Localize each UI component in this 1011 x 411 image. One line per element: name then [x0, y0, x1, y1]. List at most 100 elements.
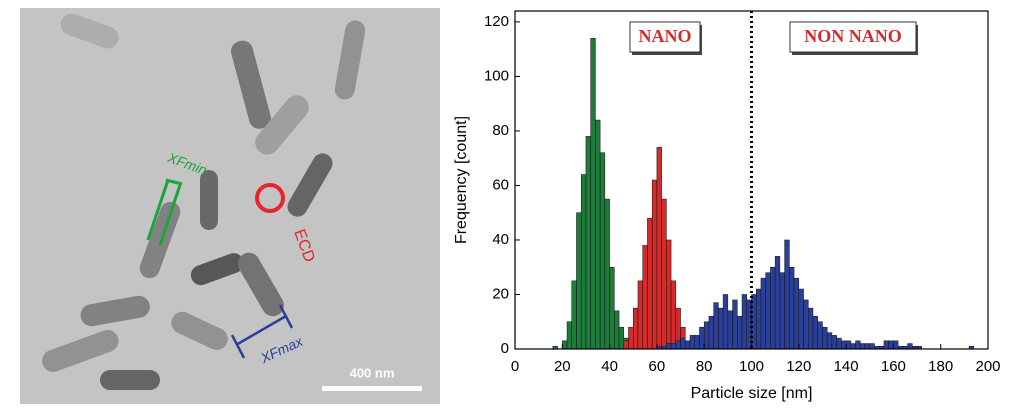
- bar: [670, 280, 677, 350]
- bar: [770, 266, 776, 350]
- bar: [685, 340, 691, 350]
- y-tick-label: 20: [492, 285, 509, 302]
- bar: [727, 310, 733, 350]
- bar: [585, 136, 591, 350]
- bar: [580, 174, 587, 350]
- bar: [836, 337, 842, 350]
- region-label-box: [629, 21, 701, 53]
- bar: [826, 332, 833, 350]
- bar: [812, 316, 818, 350]
- bar: [656, 147, 662, 350]
- scale-bar: [322, 386, 422, 391]
- bar: [845, 340, 852, 350]
- bar: [883, 340, 889, 350]
- x-tick-label: 20: [554, 358, 571, 375]
- bar: [590, 38, 596, 350]
- bar: [760, 277, 766, 350]
- bar: [609, 266, 615, 350]
- y-axis-label: Frequency [count]: [453, 116, 470, 244]
- bar: [670, 343, 677, 350]
- bar: [817, 321, 823, 350]
- x-tick-label: 160: [881, 358, 906, 375]
- bar: [703, 321, 710, 350]
- bar: [642, 245, 648, 350]
- bar: [637, 280, 643, 350]
- bar: [699, 326, 705, 350]
- bar: [741, 294, 748, 350]
- bar: [722, 294, 729, 350]
- bar: [779, 272, 785, 350]
- x-tick-label: 180: [928, 358, 953, 375]
- region-label: NANO: [639, 26, 692, 46]
- x-tick-label: 0: [511, 358, 519, 375]
- bar: [831, 335, 837, 350]
- bar: [651, 179, 658, 350]
- bar: [675, 340, 681, 350]
- xfmax-marker: [230, 304, 294, 359]
- bar: [604, 198, 610, 350]
- bar: [599, 152, 606, 350]
- bar: [808, 307, 814, 350]
- bar: [618, 326, 625, 350]
- bar: [893, 340, 899, 350]
- y-tick-label: 100: [484, 67, 509, 84]
- bar: [841, 340, 847, 350]
- y-tick-label: 40: [492, 231, 509, 248]
- bar: [864, 343, 871, 350]
- histogram-chart: 0 20 40 60 80 100 120 140 160 180 200 0 20 40 60 80 100 1…: [453, 10, 1001, 402]
- bar: [765, 272, 771, 350]
- bar: [798, 288, 804, 350]
- bar: [661, 198, 667, 350]
- bar: [803, 299, 809, 350]
- bar: [888, 340, 894, 350]
- bar: [737, 316, 743, 350]
- x-tick-label: 100: [739, 358, 764, 375]
- bar: [855, 340, 861, 350]
- bar: [623, 340, 629, 350]
- x-axis-label: Particle size [nm]: [691, 385, 813, 402]
- bar: [718, 307, 724, 350]
- bar: [793, 277, 800, 350]
- x-tick-label: 60: [649, 358, 666, 375]
- bar: [784, 239, 790, 350]
- bar: [774, 256, 781, 350]
- bar: [860, 343, 866, 350]
- y-tick-label: 120: [484, 13, 509, 30]
- y-tick-label: 60: [492, 176, 509, 193]
- bar: [571, 280, 577, 350]
- tem-image: XFmin ECD XFmax 400 nm: [20, 8, 440, 404]
- bar: [869, 343, 875, 350]
- bar: [647, 217, 653, 350]
- bar: [907, 343, 913, 350]
- bar: [562, 340, 568, 350]
- bar: [633, 307, 639, 350]
- bar: [680, 337, 686, 350]
- bar: [789, 266, 795, 350]
- x-tick-label: 140: [834, 358, 859, 375]
- bar: [628, 326, 634, 350]
- bar: [666, 239, 672, 350]
- bar: [732, 299, 738, 350]
- bar: [689, 335, 695, 350]
- scale-bar-label: 400 nm: [350, 365, 395, 380]
- xfmin-marker: [146, 178, 183, 246]
- bar: [713, 302, 719, 350]
- y-tick-label: 0: [501, 340, 509, 357]
- x-tick-label: 80: [696, 358, 713, 375]
- x-tick-label: 120: [786, 358, 811, 375]
- y-tick-label: 80: [492, 122, 509, 139]
- ecd-circle: [255, 183, 285, 213]
- bar: [694, 335, 700, 350]
- region-label: NON NANO: [804, 26, 902, 46]
- bar: [755, 288, 762, 350]
- bar: [595, 119, 601, 350]
- x-tick-label: 40: [601, 358, 618, 375]
- bar: [576, 212, 582, 350]
- bar: [566, 321, 573, 350]
- bar: [708, 316, 714, 350]
- rods: [42, 13, 366, 390]
- region-label-box: [789, 21, 917, 53]
- bar: [666, 343, 672, 350]
